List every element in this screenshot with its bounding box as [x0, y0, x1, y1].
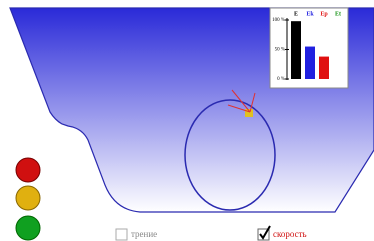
simulation: 0 % 50 % 100 % E Ek Ep Et трение скорость: [0, 0, 374, 241]
buttons: [16, 158, 40, 240]
stop-button[interactable]: [16, 158, 40, 182]
legend-label: Et: [335, 11, 341, 17]
legend-label: E: [294, 11, 298, 17]
legend-label: Ep: [320, 11, 328, 17]
legend-label: Ek: [306, 11, 314, 17]
speed-label: скорость: [273, 229, 307, 239]
energy-bar: [305, 47, 315, 79]
pause-button[interactable]: [16, 186, 40, 210]
friction-label: трение: [131, 229, 157, 239]
y-tick-label: 100 %: [272, 18, 285, 23]
friction-checkbox[interactable]: [116, 229, 127, 240]
energy-bar: [291, 21, 301, 79]
energy-bar: [319, 57, 329, 79]
y-tick-label: 50 %: [275, 48, 285, 53]
play-button[interactable]: [16, 216, 40, 240]
y-tick-label: 0 %: [277, 77, 285, 82]
